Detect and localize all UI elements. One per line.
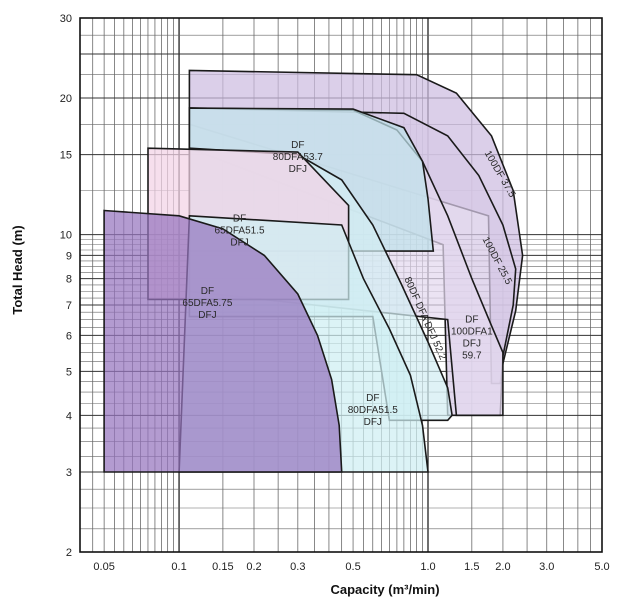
x-tick-label: 0.5: [345, 561, 360, 573]
y-tick-label: 10: [60, 230, 72, 242]
regions: [103, 69, 524, 473]
x-axis-ticks: 0.05 0.1 0.15 0.2 0.3 0.5 1.0 1.5 2.0 3.0 5.0: [93, 561, 609, 573]
y-tick-label: 9: [66, 250, 72, 262]
x-tick-label: 1.5: [464, 561, 479, 573]
region-label-1: DF 65DFA51.5 DFJ: [215, 213, 265, 248]
x-tick-label: 0.2: [246, 561, 261, 573]
y-tick-label: 20: [60, 93, 72, 105]
x-tick-label: 0.1: [171, 561, 186, 573]
y-tick-label: 3: [66, 467, 72, 479]
y-tick-label: 8: [66, 274, 72, 286]
region-label-3: DF 80DFA51.5 DFJ: [348, 393, 398, 428]
y-tick-label: 2: [66, 547, 72, 559]
region-7: [103, 209, 343, 473]
plot-frame: [79, 17, 603, 553]
x-tick-label: 0.3: [290, 561, 305, 573]
x-tick-label: 0.05: [93, 561, 114, 573]
y-tick-label: 6: [66, 330, 72, 342]
x-tick-label: 1.0: [420, 561, 435, 573]
y-axis-title: Total Head (m): [10, 225, 25, 314]
y-tick-label: 30: [60, 13, 72, 25]
region-label-2: DF 65DFA5.75 DFJ: [182, 286, 232, 321]
y-tick-label: 5: [66, 366, 72, 378]
x-tick-label: 0.15: [212, 561, 233, 573]
y-tick-label: 4: [66, 410, 72, 422]
y-axis-ticks: 2 3 4 5 6 7 8 9 10 15 20 30: [60, 13, 72, 559]
x-tick-label: 2.0: [495, 561, 510, 573]
x-axis-title: Capacity (m³/min): [330, 582, 439, 597]
region-label-4: DF 100DFA1 DFJ 59.7: [451, 315, 493, 362]
x-tick-label: 3.0: [539, 561, 554, 573]
y-tick-label: 7: [66, 300, 72, 312]
x-tick-label: 5.0: [594, 561, 609, 573]
y-tick-label: 15: [60, 150, 72, 162]
region-label-0: DF 80DFA53.7 DFJ: [273, 140, 323, 175]
